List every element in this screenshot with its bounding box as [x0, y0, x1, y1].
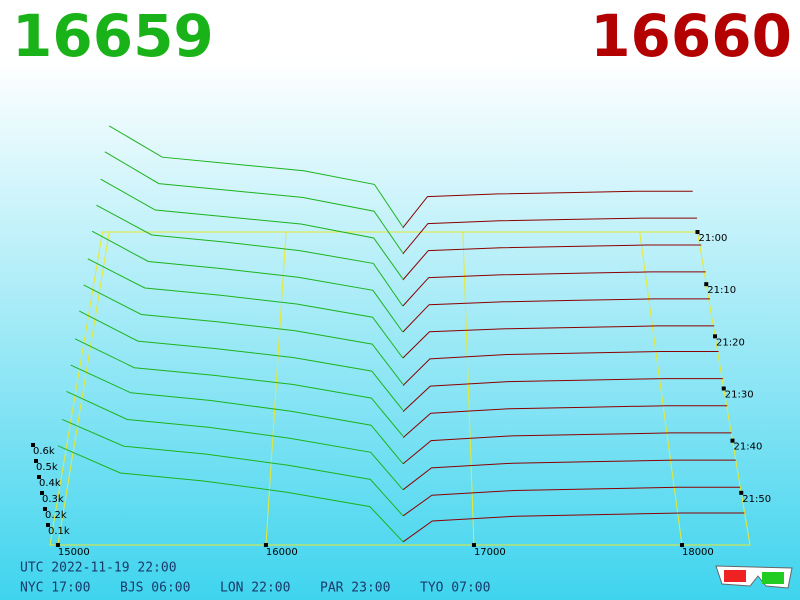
z-tick-label: 0.1k [48, 526, 70, 537]
tick-mark [730, 438, 735, 443]
bid-depth-line [66, 390, 404, 491]
city-time: LON 22:00 [220, 581, 290, 596]
city-time: TYO 07:00 [420, 581, 490, 596]
tick-mark [679, 543, 684, 547]
time-tick-label: 21:50 [742, 494, 771, 505]
city-time: BJS 06:00 [120, 581, 190, 596]
ask-depth-line [402, 459, 736, 491]
tick-mark [713, 334, 717, 339]
bid-depth-line [87, 258, 404, 359]
bid-depth-line [108, 125, 404, 227]
x-tick-label: 17000 [474, 547, 506, 558]
ask-depth-line [402, 190, 693, 229]
tick-mark [739, 490, 744, 495]
z-tick-label: 0.5k [36, 462, 58, 473]
ask-depth-line [402, 351, 719, 386]
tick-mark [46, 523, 50, 527]
tick-mark [695, 230, 700, 234]
bid-depth-line [96, 204, 404, 307]
utc-time: UTC 2022-11-19 22:00 [20, 561, 177, 576]
bid-depth-line [70, 364, 404, 465]
bid-depth-line [74, 338, 404, 437]
z-tick-label: 0.3k [42, 494, 64, 505]
time-tick-label: 21:00 [699, 233, 728, 244]
grid-line [57, 231, 110, 546]
bid-depth-line [62, 418, 404, 517]
x-tick-label: 16000 [266, 547, 298, 558]
ask-depth-line [402, 378, 723, 412]
time-tick-label: 21:10 [707, 285, 736, 296]
ask-depth-line [402, 298, 710, 333]
tick-mark [40, 491, 44, 495]
ask-depth-line [402, 325, 715, 359]
ask-depth-line [402, 486, 741, 517]
time-tick-label: 21:40 [734, 442, 763, 453]
bid-price: 16659 [12, 2, 214, 70]
tick-mark [721, 386, 726, 391]
tick-mark [37, 475, 41, 479]
bid-depth-line [83, 284, 404, 385]
z-tick-label: 0.2k [45, 510, 67, 521]
ask-depth-line [402, 217, 697, 255]
x-tick-label: 15000 [58, 547, 90, 558]
ask-depth-line [402, 512, 745, 543]
grid-line [265, 231, 287, 546]
x-tick-label: 18000 [682, 547, 714, 558]
glasses-icon [715, 565, 793, 589]
city-time: PAR 23:00 [320, 581, 390, 596]
z-tick-label: 0.4k [39, 478, 61, 489]
ask-depth-line [402, 244, 702, 281]
bid-depth-line [57, 445, 404, 543]
ask-depth-line [402, 271, 706, 307]
bid-depth-line [100, 178, 404, 279]
tick-mark [31, 443, 35, 447]
ask-price: 16660 [590, 2, 792, 70]
bid-depth-line [104, 151, 404, 253]
tick-mark [55, 543, 60, 547]
tick-mark [34, 459, 38, 463]
bid-depth-line [79, 310, 404, 411]
z-tick-label: 0.6k [33, 446, 55, 457]
tick-mark [43, 507, 47, 511]
city-time: NYC 17:00 [20, 581, 90, 596]
grid-line [639, 231, 683, 546]
bid-depth-line [91, 230, 404, 333]
ask-depth-line [402, 405, 728, 438]
tick-mark [471, 543, 476, 547]
floor [49, 231, 751, 546]
city-times: NYC 17:00 BJS 06:00 LON 22:00 PAR 23:00 TYO … [20, 581, 490, 596]
time-tick-label: 21:20 [716, 337, 745, 348]
tick-mark [263, 543, 268, 547]
time-tick-label: 21:30 [725, 390, 754, 401]
ask-depth-line [402, 432, 732, 465]
tick-mark [704, 282, 709, 287]
